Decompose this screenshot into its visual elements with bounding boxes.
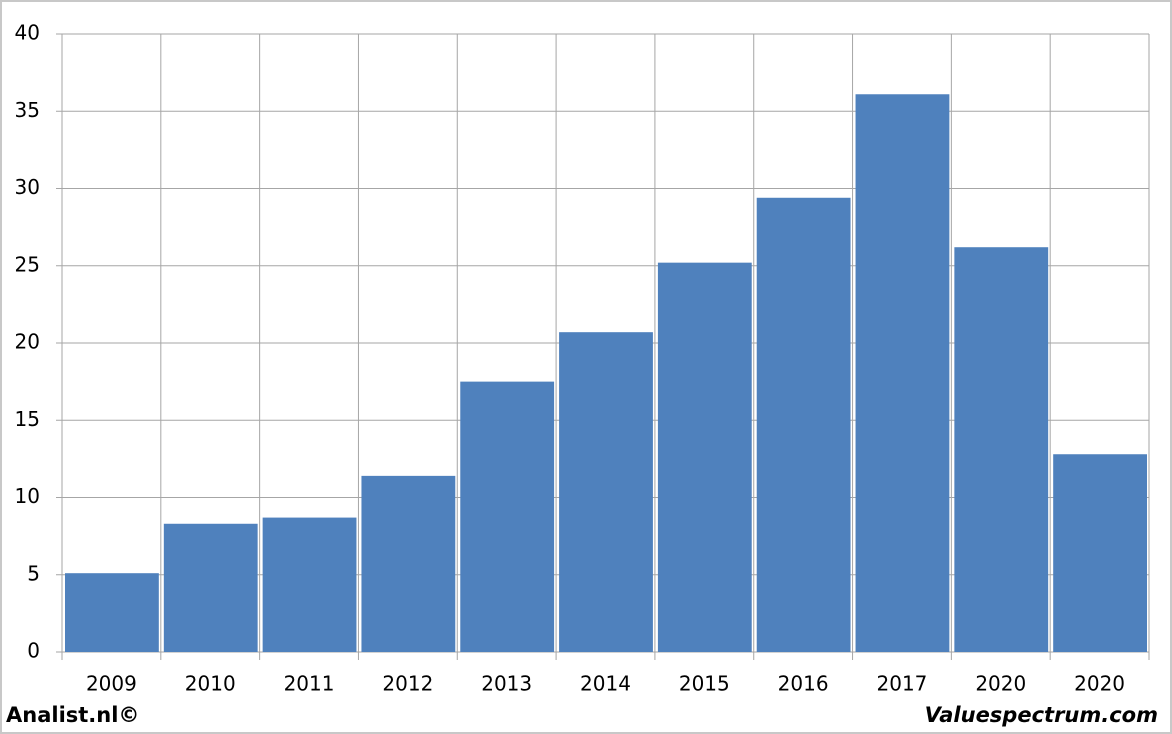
bar — [559, 332, 653, 652]
y-tick-label: 40 — [15, 21, 40, 45]
footer-right: Valuespectrum.com — [925, 703, 1158, 727]
y-tick-label: 20 — [15, 330, 40, 354]
bar — [855, 94, 950, 652]
y-tick-label: 35 — [15, 98, 40, 122]
x-tick-label: 2010 — [185, 672, 236, 696]
footer-left: Analist.nl© — [6, 703, 139, 727]
x-tick-label: 2009 — [86, 672, 137, 696]
x-tick-label: 2011 — [284, 672, 335, 696]
x-tick-label: 2016 — [778, 672, 829, 696]
bar — [954, 247, 1049, 652]
bar — [361, 475, 456, 652]
y-tick-label: 10 — [15, 484, 40, 508]
y-tick-label: 25 — [15, 252, 40, 276]
x-tick-label: 2017 — [877, 672, 928, 696]
x-tick-label: 2014 — [580, 672, 631, 696]
x-tick-label: 2020 — [1074, 672, 1125, 696]
x-tick-label: 2012 — [382, 672, 433, 696]
bar — [1053, 454, 1147, 652]
bar — [657, 262, 752, 652]
x-tick-label: 2013 — [481, 672, 532, 696]
y-tick-label: 15 — [15, 407, 40, 431]
x-tick-label: 2020 — [975, 672, 1026, 696]
bar — [756, 197, 851, 652]
bar — [262, 517, 357, 652]
y-tick-label: 30 — [15, 175, 40, 199]
y-tick-label: 5 — [27, 561, 40, 585]
bar — [65, 573, 159, 652]
bar — [163, 523, 258, 652]
y-tick-label: 0 — [27, 639, 40, 663]
bar — [460, 381, 555, 652]
x-tick-label: 2015 — [679, 672, 730, 696]
